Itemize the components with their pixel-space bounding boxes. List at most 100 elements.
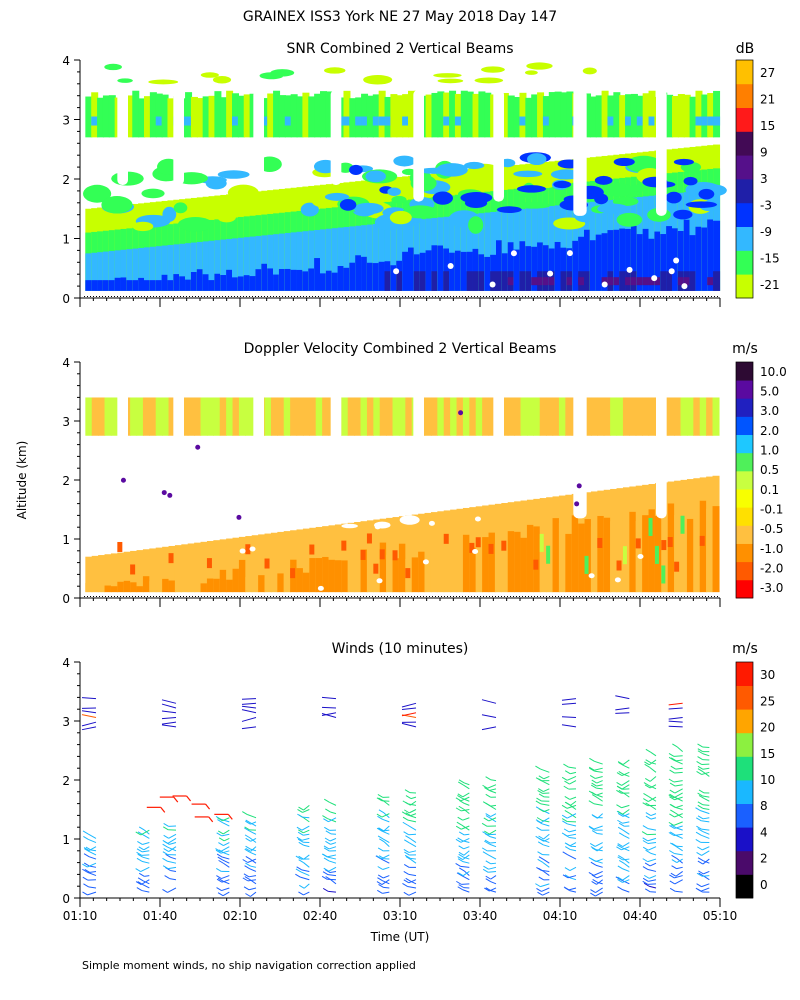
- doppler-upper-layer-cell: [392, 397, 400, 436]
- wind-barb: [377, 815, 383, 820]
- snr-boundary-cell: [478, 213, 486, 291]
- wind-barb: [650, 805, 657, 810]
- snr-echo-patch: [594, 175, 613, 185]
- doppler-boundary-cell: [392, 558, 400, 593]
- snr-boundary-cell: [460, 251, 468, 291]
- doppler-upper-layer-cell: [507, 397, 515, 436]
- snr-upper-layer-cell: [97, 97, 105, 138]
- wind-barb: [698, 872, 704, 877]
- wind-barb: [702, 746, 710, 749]
- doppler-upper-layer-cell: [456, 397, 464, 436]
- doppler-upper-layer-cell: [430, 397, 438, 436]
- doppler-baseline-dot: [249, 596, 250, 597]
- doppler-baseline-dot: [93, 596, 94, 597]
- wind-barb: [645, 812, 652, 817]
- doppler-boundary-cell: [488, 532, 496, 593]
- snr-echo-patch: [365, 170, 386, 183]
- winds-colorbar-swatch: [736, 709, 753, 734]
- wind-barb: [301, 825, 310, 831]
- snr-upper-layer-cell: [437, 91, 445, 138]
- doppler-boundary-cell: [488, 543, 494, 554]
- wind-barb: [82, 891, 88, 896]
- wind-barb: [561, 702, 577, 705]
- snr-boundary-cell: [138, 277, 146, 291]
- doppler-baseline-dot: [333, 596, 334, 597]
- doppler-colorbar-label: 10.0: [760, 365, 787, 379]
- wind-barb: [168, 833, 177, 839]
- doppler-y-tick-label: 1: [62, 533, 70, 547]
- doppler-baseline-dot: [609, 596, 610, 597]
- snr-echo-patch: [270, 69, 295, 77]
- wind-barb: [621, 813, 630, 819]
- snr-baseline-dot: [288, 296, 289, 297]
- wind-barb: [676, 858, 683, 864]
- snr-upper-layer-cell: [384, 116, 392, 126]
- doppler-upper-layer-cell: [616, 397, 624, 436]
- wind-barb: [561, 698, 577, 701]
- wind-barb: [321, 706, 337, 709]
- doppler-baseline-dot: [519, 596, 520, 597]
- wind-barb: [298, 855, 304, 860]
- snr-boundary-cell: [449, 252, 457, 291]
- snr-boundary-cell: [308, 268, 316, 291]
- snr-boundary-cell: [132, 248, 140, 291]
- doppler-data-gap: [656, 391, 667, 519]
- wind-barb: [376, 881, 383, 885]
- wind-barb: [404, 809, 410, 814]
- snr-baseline-dot: [633, 296, 634, 297]
- doppler-boundary-cell: [680, 502, 688, 593]
- snr-baseline-dot: [654, 296, 655, 297]
- snr-boundary-cell: [490, 271, 498, 291]
- doppler-data-hole: [337, 470, 354, 481]
- doppler-boundary-cell: [245, 577, 253, 593]
- wind-barb: [484, 840, 490, 845]
- snr-baseline-dot: [168, 296, 169, 297]
- wind-barb: [162, 888, 168, 893]
- wind-barb: [83, 883, 89, 888]
- wind-barb: [695, 887, 702, 892]
- wind-barb: [568, 829, 577, 833]
- wind-barb: [377, 877, 383, 882]
- doppler-boundary-cell: [469, 542, 475, 553]
- snr-colorbar-label: 21: [760, 93, 775, 107]
- snr-baseline-dot: [270, 296, 271, 297]
- wind-barb: [162, 843, 168, 848]
- wind-barb: [464, 802, 470, 806]
- snr-boundary-cell: [701, 227, 709, 291]
- wind-barb: [89, 870, 97, 873]
- snr-baseline-dot: [621, 296, 622, 297]
- wind-barb: [542, 861, 550, 868]
- doppler-boundary-cell: [366, 533, 372, 544]
- wind-barb: [162, 865, 169, 870]
- snr-colorbar-label: -21: [760, 278, 780, 292]
- snr-baseline-dot: [261, 296, 262, 297]
- snr-boundary-cell: [437, 245, 445, 291]
- wind-barb: [621, 784, 630, 790]
- doppler-baseline-dot: [204, 596, 205, 597]
- wind-barb: [250, 837, 257, 842]
- doppler-baseline-dot: [117, 596, 118, 597]
- snr-baseline-dot: [537, 296, 538, 297]
- snr-echo-patch: [141, 188, 165, 199]
- doppler-baseline-dot: [456, 596, 457, 597]
- doppler-baseline-dot: [672, 596, 673, 597]
- wind-barb: [245, 862, 251, 867]
- snr-upper-layer-cell: [314, 93, 322, 138]
- wind-barb: [82, 830, 89, 835]
- snr-upper-layer-cell: [613, 92, 621, 138]
- wind-barb: [403, 849, 410, 853]
- snr-upper-layer-cell: [126, 95, 134, 138]
- wind-barb: [463, 846, 470, 850]
- wind-barb: [649, 759, 657, 766]
- snr-boundary-cell: [173, 274, 181, 291]
- winds-colorbar-swatch: [736, 732, 753, 757]
- doppler-y-tick-label: 0: [62, 592, 70, 606]
- snr-baseline-dot: [225, 296, 226, 297]
- snr-baseline-dot: [558, 296, 559, 297]
- wind-barb: [488, 870, 497, 873]
- snr-data-gap: [573, 89, 587, 216]
- snr-baseline-dot: [351, 296, 352, 297]
- snr-colorbar-label: 3: [760, 172, 768, 186]
- winds-colorbar-units: m/s: [732, 641, 758, 657]
